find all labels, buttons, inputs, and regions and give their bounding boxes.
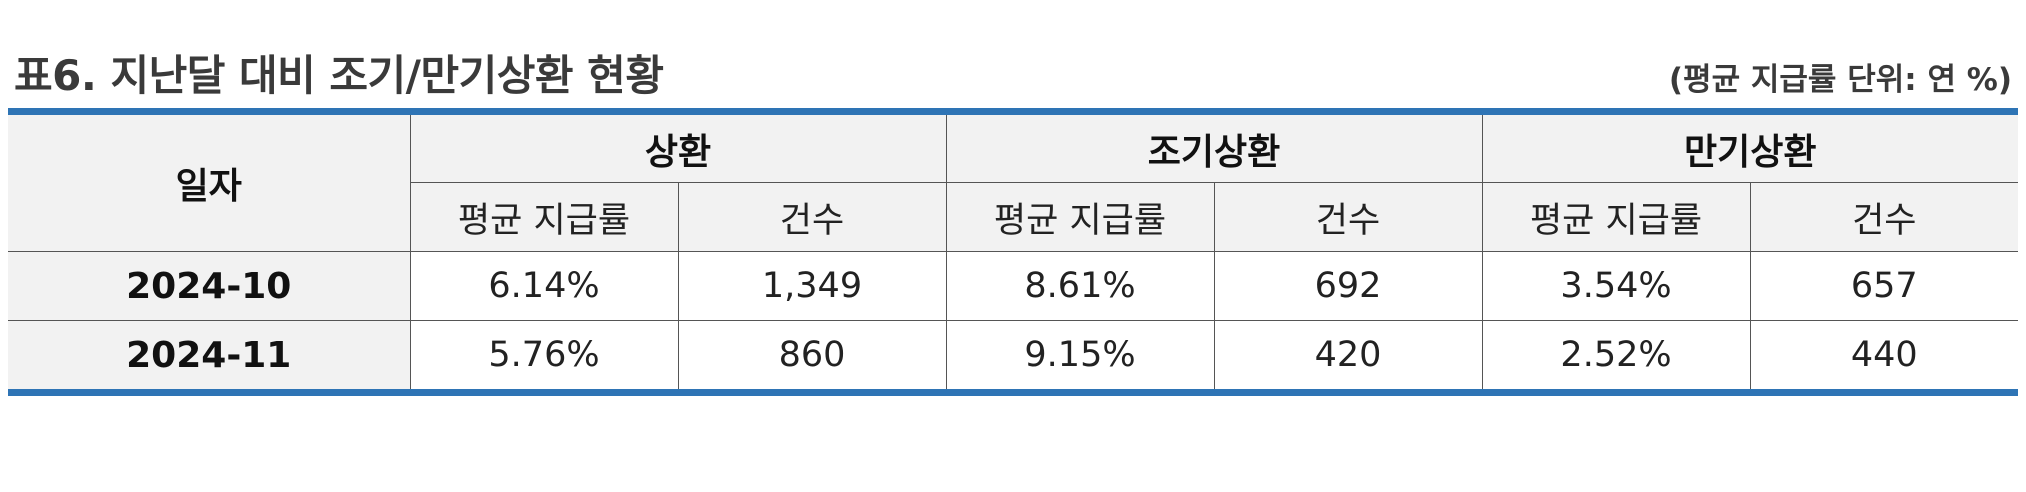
sub-header-count: 건수 — [1213, 182, 1483, 252]
sub-header-count: 건수 — [1749, 182, 2019, 252]
sub-header-avg-rate: 평균 지급률 — [945, 182, 1215, 252]
cell-repayment-count: 860 — [677, 320, 947, 393]
table-row: 2024-10 6.14% 1,349 8.61% 692 3.54% 657 — [8, 251, 2019, 321]
cell-repayment-avg-rate: 5.76% — [409, 320, 679, 393]
cell-early-count: 692 — [1213, 251, 1483, 321]
cell-maturity-count: 440 — [1749, 320, 2019, 393]
cell-early-count: 420 — [1213, 320, 1483, 393]
table-row: 2024-11 5.76% 860 9.15% 420 2.52% 440 — [8, 320, 2019, 393]
sub-header-count: 건수 — [677, 182, 947, 252]
repayment-table: 일자 상환 조기상환 만기상환 평균 지급률 건수 평균 지급률 건수 평균 지… — [8, 108, 2019, 396]
sub-header-avg-rate: 평균 지급률 — [1481, 182, 1751, 252]
group-header-maturity-repayment: 만기상환 — [1481, 111, 2019, 183]
row-date: 2024-11 — [8, 320, 411, 393]
cell-repayment-avg-rate: 6.14% — [409, 251, 679, 321]
cell-early-avg-rate: 9.15% — [945, 320, 1215, 393]
date-header: 일자 — [8, 111, 411, 252]
group-header-repayment: 상환 — [409, 111, 947, 183]
cell-maturity-count: 657 — [1749, 251, 2019, 321]
group-header-early-repayment: 조기상환 — [945, 111, 1483, 183]
cell-maturity-avg-rate: 2.52% — [1481, 320, 1751, 393]
row-date: 2024-10 — [8, 251, 411, 321]
sub-header-avg-rate: 평균 지급률 — [410, 182, 679, 252]
cell-early-avg-rate: 8.61% — [945, 251, 1215, 321]
cell-maturity-avg-rate: 3.54% — [1481, 251, 1751, 321]
unit-note: (평균 지급률 단위: 연 %) — [1668, 62, 2012, 98]
table-title: 표6. 지난달 대비 조기/만기상환 현황 — [14, 51, 664, 100]
cell-repayment-count: 1,349 — [677, 251, 947, 321]
